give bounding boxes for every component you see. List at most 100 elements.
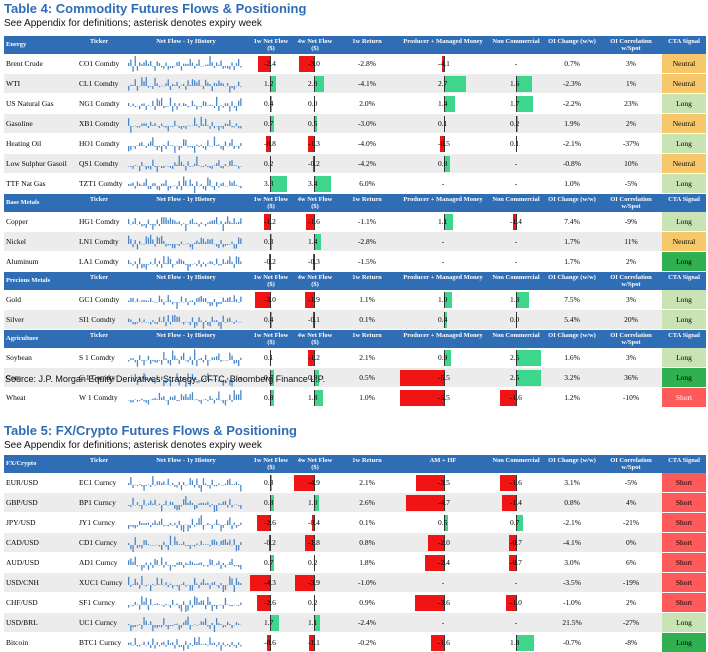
flow-value: 1.1 [308, 618, 318, 627]
positive-bar [270, 370, 274, 386]
oi-correlation: 6% [626, 558, 636, 567]
ticker: HG1 Comdty [79, 217, 120, 226]
positive-bar [270, 495, 274, 511]
flow-value: 0.2 [308, 598, 318, 607]
flow-cell: - [398, 615, 488, 631]
flow-bar-cell: 1.4 [294, 234, 336, 250]
flow-value: -1.0 [510, 598, 522, 607]
header-ret: 1w Return [352, 196, 382, 203]
flow-value: -2.0 [438, 538, 450, 547]
zero-axis [444, 475, 445, 491]
flow-bar-cell: 0.4 [250, 312, 292, 328]
weekly-return: -1.5% [357, 257, 377, 266]
zero-axis [444, 214, 445, 230]
oi-change: 1.7% [564, 257, 580, 266]
zero-axis [314, 390, 315, 406]
flow-bar-cell: -1.2 [250, 214, 292, 230]
sparkline-history [128, 216, 242, 231]
oi-change: 3.0% [564, 558, 580, 567]
positive-bar [270, 312, 272, 328]
header-sig: CTA Signal [668, 274, 700, 281]
flow-value: -4.7 [438, 498, 450, 507]
zero-axis [444, 635, 445, 651]
oi-correlation: -5% [624, 179, 638, 188]
flow-value: -4.1 [438, 59, 450, 68]
header-corr: OI Correlation w/Spot [610, 332, 652, 346]
zero-axis [270, 136, 271, 152]
flow-bar-cell: -5.5 [398, 390, 488, 406]
flow-value: -3.0 [308, 59, 320, 68]
negative-bar [312, 515, 314, 531]
flow-bar-cell: -0.2 [250, 254, 292, 270]
negative-bar [509, 535, 516, 551]
header-w4: 4w Net Flow ($) [297, 274, 333, 288]
flow-value: -1.8 [308, 538, 320, 547]
flow-bar-cell: -2.4 [250, 56, 292, 72]
negative-bar [308, 350, 314, 366]
zero-axis [270, 292, 271, 308]
flow-bar-cell: -1.6 [490, 390, 542, 406]
weekly-return: 1.1% [359, 295, 375, 304]
positive-bar [314, 370, 319, 386]
flow-value: -2.6 [264, 518, 276, 527]
flow-bar-cell: -4.3 [250, 575, 292, 591]
zero-axis [270, 515, 271, 531]
flow-value: -0.4 [308, 518, 320, 527]
sparkline-history [128, 596, 242, 612]
weekly-return: -2.8% [357, 59, 377, 68]
positive-bar [444, 515, 448, 531]
negative-bar [257, 595, 270, 611]
zero-axis [270, 370, 271, 386]
oi-correlation: 11% [624, 237, 638, 246]
weekly-return: -0.2% [357, 638, 377, 647]
oi-correlation: -27% [622, 618, 640, 627]
weekly-return: 0.9% [359, 598, 375, 607]
section-header: Energy Ticker Net Flow - 1y History 1w Net … [4, 36, 706, 54]
weekly-return: 0.5% [359, 373, 375, 382]
zero-axis [270, 350, 271, 366]
flow-bar-cell: -1.6 [294, 214, 336, 230]
flow-bar-cell: 1.7 [490, 96, 542, 112]
empty-value: - [514, 578, 518, 587]
oi-correlation: 2% [626, 598, 636, 607]
header-corr: OI Correlation w/Spot [610, 274, 652, 288]
flow-cell: - [398, 176, 488, 192]
positive-bar [270, 96, 272, 112]
flow-value: -2.4 [264, 59, 276, 68]
cta-signal: Short [662, 473, 706, 492]
flow-bar-cell: 2.0 [294, 76, 336, 92]
zero-axis [516, 555, 517, 571]
flow-value: -3.9 [308, 578, 320, 587]
cta-signal: Long [662, 290, 706, 309]
instrument-name: Heating Oil [6, 139, 42, 148]
cta-signal: Long [662, 94, 706, 113]
ticker: UC1 Curncy [79, 618, 118, 627]
zero-axis [314, 615, 315, 631]
sparkline-history [128, 314, 242, 329]
flow-value: 0.0 [308, 99, 318, 108]
cta-signal: Long [662, 633, 706, 652]
flow-bar-cell: 0.9 [294, 370, 336, 386]
instrument-name: Corn [6, 373, 21, 382]
flow-bar-cell: -0.2 [250, 535, 292, 551]
section-label: Energy [6, 41, 27, 48]
instrument-name: Brent Crude [6, 59, 43, 68]
negative-bar [267, 635, 270, 651]
flow-bar-cell: -0.5 [398, 136, 488, 152]
weekly-return: 0.1% [359, 315, 375, 324]
flow-bar-cell: 0.2 [490, 116, 542, 132]
ticker: GC1 Comdty [79, 295, 120, 304]
flow-value: -1.3 [308, 139, 320, 148]
zero-axis [314, 116, 315, 132]
ticker: LN1 Comdty [79, 237, 119, 246]
table4-subtitle: See Appendix for definitions; asterisk d… [4, 18, 262, 29]
oi-change: -2.1% [562, 139, 582, 148]
zero-axis [444, 535, 445, 551]
flow-value: -1.2 [308, 353, 320, 362]
instrument-name: TTF Nat Gas [6, 179, 46, 188]
flow-bar-cell: -1.2 [294, 350, 336, 366]
flow-value: -1.4 [510, 217, 522, 226]
negative-bar [306, 214, 314, 230]
oi-correlation: 2% [626, 119, 636, 128]
oi-change: 1.2% [564, 393, 580, 402]
